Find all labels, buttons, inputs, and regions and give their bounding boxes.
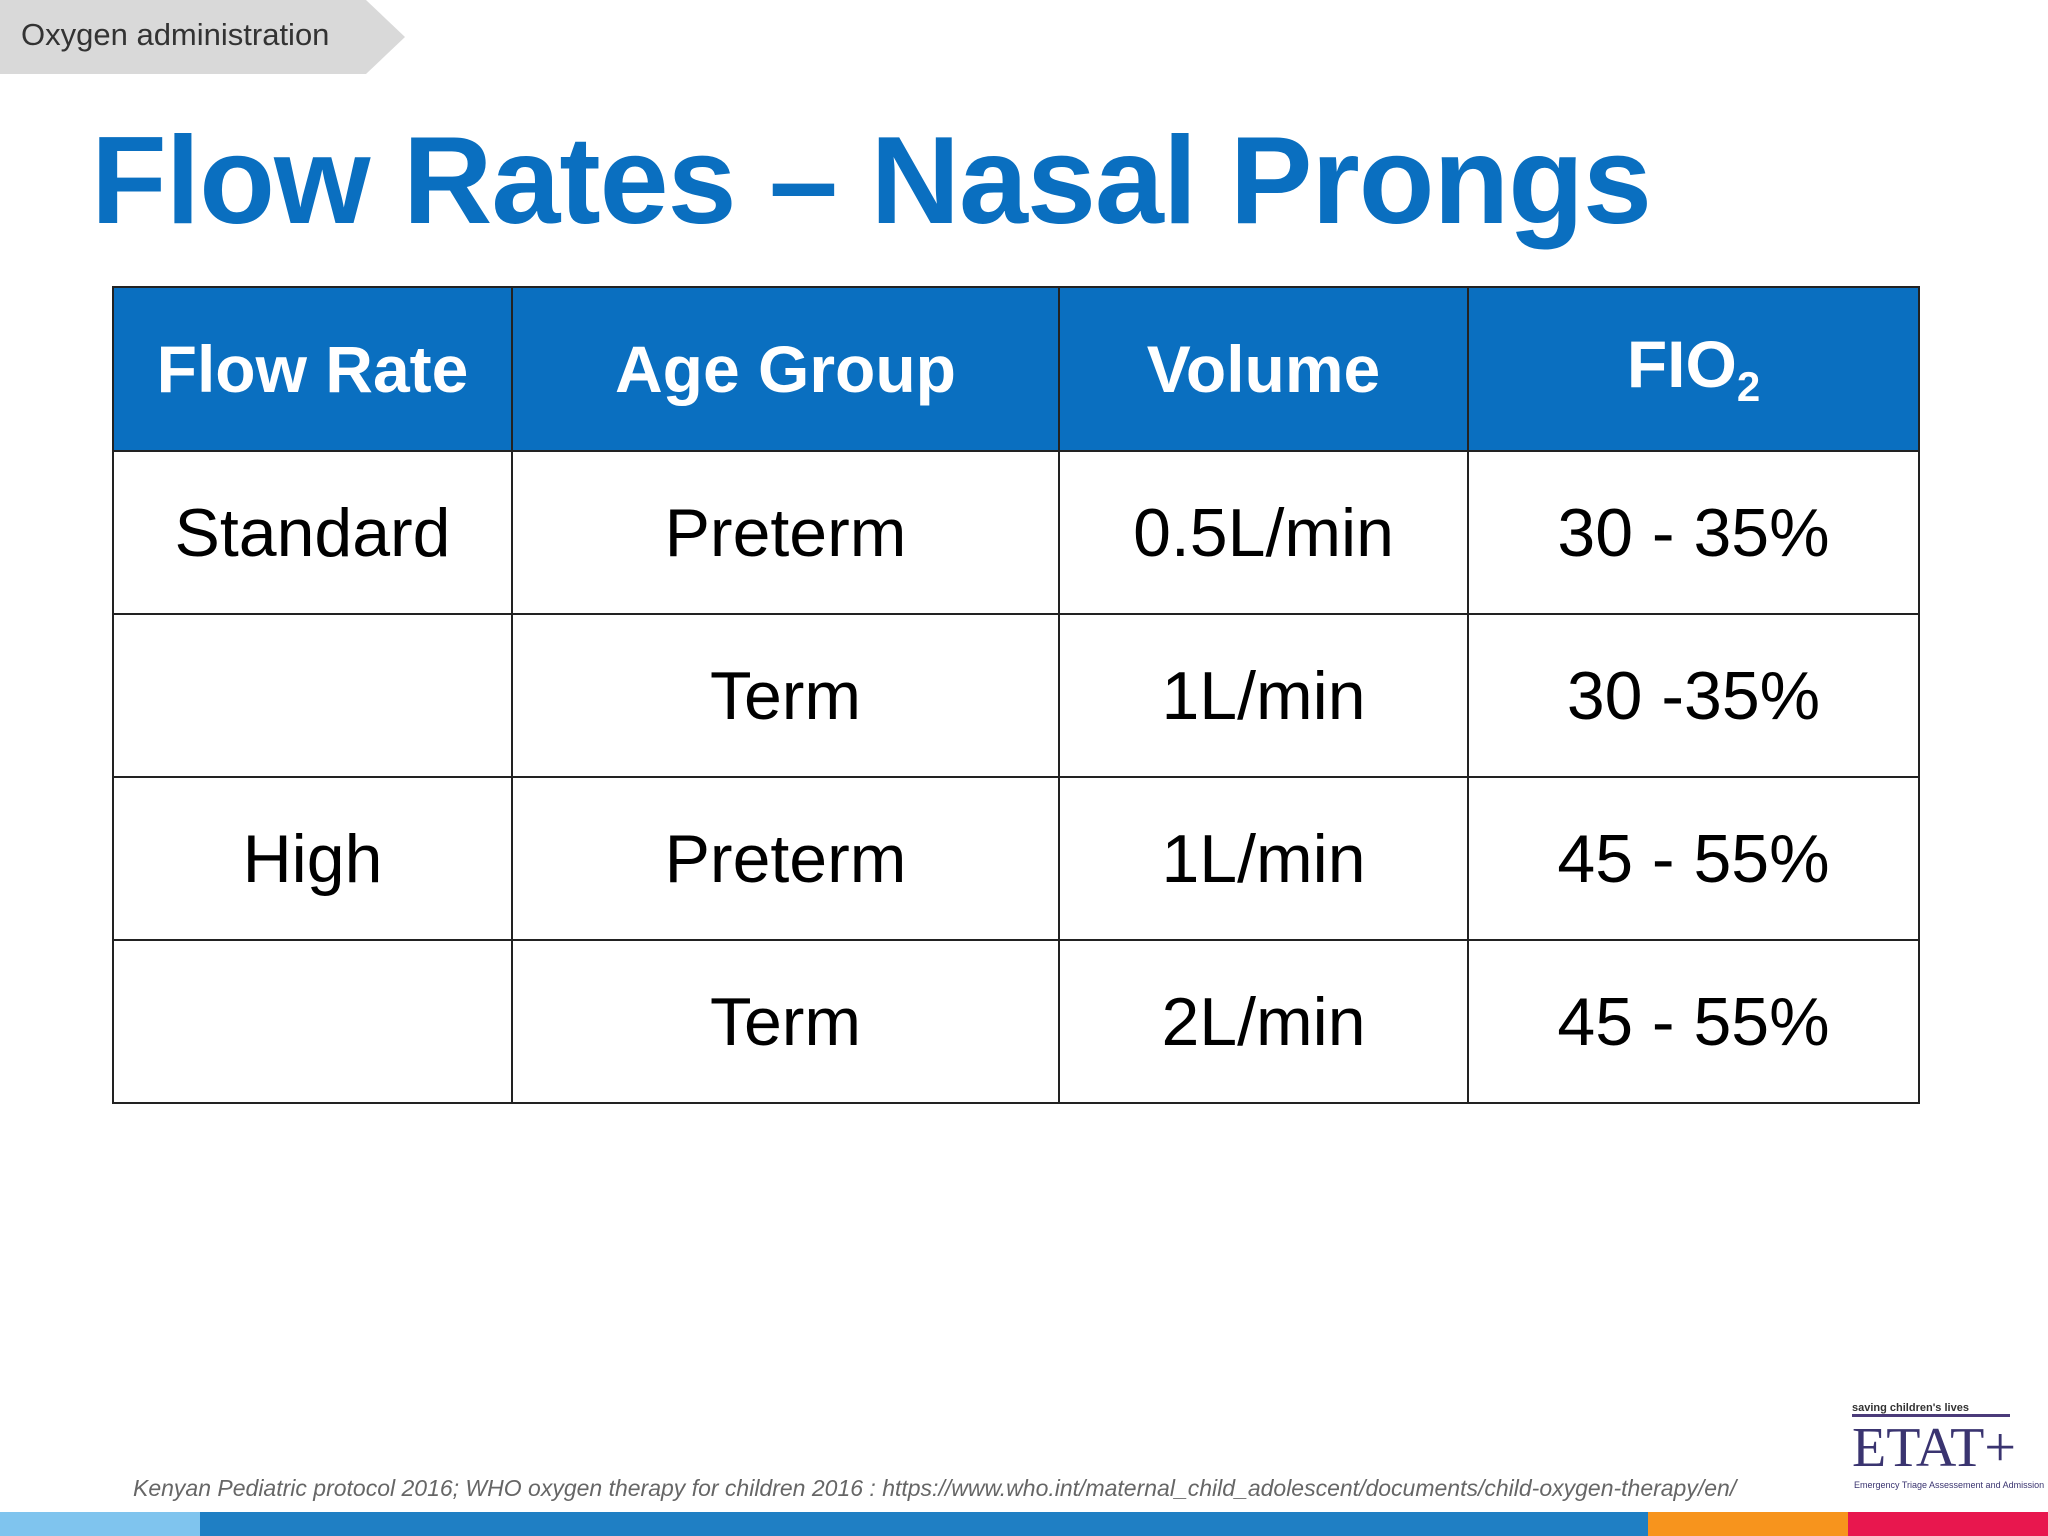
table-body: Standard Preterm 0.5L/min 30 - 35% Term 1L/mi… [112, 450, 1920, 1104]
footnote: Kenyan Pediatric protocol 2016; WHO oxyg… [133, 1475, 1737, 1501]
table-cell: Preterm [511, 450, 1060, 615]
logo-rule [1852, 1414, 2010, 1417]
table-row: Standard Preterm 0.5L/min 30 - 35% [112, 450, 1920, 615]
logo-name: ETAT+ [1852, 1417, 2016, 1479]
header-cell: Volume [1058, 286, 1469, 452]
table-row: Term 2L/min 45 - 55% [112, 939, 1920, 1104]
empty-cell [112, 613, 513, 778]
table-cell: Standard [112, 450, 513, 615]
empty-cell [112, 939, 513, 1104]
table-cell: 1L/min [1058, 776, 1469, 941]
table-cell: 2L/min [1058, 939, 1469, 1104]
table-cell: 30 -35% [1467, 613, 1920, 778]
header-cell: FIO2 [1467, 286, 1920, 452]
table-cell: Preterm [511, 776, 1060, 941]
table-cell: Term [511, 939, 1060, 1104]
table-cell: 1L/min [1058, 613, 1469, 778]
header-text: FIO [1626, 327, 1737, 402]
footer-bar [1848, 1512, 2048, 1536]
footer-bar [0, 1512, 200, 1536]
table-cell: 45 - 55% [1467, 939, 1920, 1104]
table-cell: 0.5L/min [1058, 450, 1469, 615]
header-row: Flow Rate Age Group Volume FIO2 [112, 286, 1920, 452]
header-subscript: 2 [1736, 363, 1761, 411]
breadcrumb: Oxygen administration [21, 17, 330, 52]
slide-title: Flow Rates – Nasal Prongs [91, 112, 1652, 250]
logo-subtitle: Emergency Triage Assessement and Admissi… [1854, 1480, 2045, 1490]
table-row: High Preterm 1L/min 45 - 55% [112, 776, 1920, 941]
logo-tagline: saving children's lives [1852, 1402, 1969, 1414]
breadcrumb-tag: Oxygen administration [0, 0, 405, 74]
table-cell: 45 - 55% [1467, 776, 1920, 941]
footer-bar [200, 1512, 1648, 1536]
table-row: Term 1L/min 30 -35% [112, 613, 1920, 778]
table-cell: Term [511, 613, 1060, 778]
table-cell: 30 - 35% [1467, 450, 1920, 615]
footer-bar [1648, 1512, 1848, 1536]
header-cell: Age Group [511, 286, 1060, 452]
table-cell: High [112, 776, 513, 941]
flow-table: Flow Rate Age Group Volume FIO2 Standard Pre… [112, 286, 1920, 1104]
header-cell: Flow Rate [112, 286, 513, 452]
logo: saving children's lives ETAT+ Emergency … [1852, 1402, 2044, 1502]
